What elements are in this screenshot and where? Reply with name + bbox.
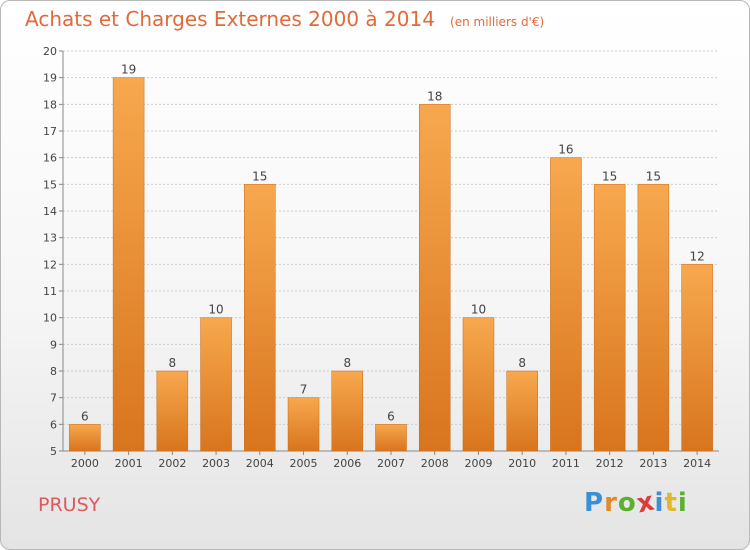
y-tick-label: 14 [43, 205, 57, 218]
bar-2006 [331, 370, 364, 452]
x-tick-label: 2005 [290, 457, 318, 470]
y-tick-label: 5 [50, 445, 57, 458]
x-tick-label: 2007 [377, 457, 405, 470]
x-tick-label: 2014 [683, 457, 711, 470]
data-label: 15 [602, 169, 617, 183]
x-tick-label: 2001 [115, 457, 143, 470]
logo-letter: i [677, 488, 688, 518]
y-tick-label: 9 [50, 338, 57, 351]
data-label: 15 [646, 169, 661, 183]
data-label: 7 [300, 383, 308, 397]
x-tick-label: 2009 [464, 457, 492, 470]
x-tick-label: 2013 [639, 457, 667, 470]
y-tick-label: 6 [50, 418, 57, 431]
data-label: 10 [471, 303, 486, 317]
y-tick-label: 7 [50, 392, 57, 405]
bar-2000 [69, 424, 101, 452]
bar-2010 [506, 370, 538, 452]
y-tick-label: 8 [50, 365, 57, 378]
bar-2002 [156, 370, 189, 452]
bar-2001 [112, 77, 145, 452]
x-tick-label: 2012 [596, 457, 624, 470]
data-label: 10 [208, 303, 223, 317]
bar-2011 [550, 157, 582, 452]
data-label: 12 [689, 249, 704, 263]
data-label: 18 [427, 89, 442, 103]
bar-2003 [200, 317, 232, 452]
x-tick-label: 2008 [421, 457, 449, 470]
y-tick-label: 15 [43, 178, 57, 191]
x-tick-label: 2004 [246, 457, 274, 470]
chart-title-main: Achats et Charges Externes 2000 à 2014 [25, 7, 435, 31]
x-tick-label: 2003 [202, 457, 230, 470]
bar-2012 [593, 184, 626, 452]
data-label: 6 [387, 409, 395, 423]
proxiti-logo: Proxiti [584, 486, 688, 519]
data-label: 6 [81, 409, 89, 423]
location-name: PRUSY [38, 494, 101, 516]
data-label: 8 [169, 356, 177, 370]
bar-2004 [244, 184, 276, 452]
logo-letter: P [584, 488, 605, 518]
y-tick-label: 16 [43, 152, 57, 165]
bar-2008 [418, 104, 451, 452]
data-label: 16 [558, 143, 573, 157]
data-label: 15 [252, 169, 267, 183]
y-tick-label: 19 [43, 72, 57, 85]
data-label: 8 [343, 356, 351, 370]
y-tick-label: 13 [43, 232, 57, 245]
y-tick-label: 10 [43, 312, 57, 325]
logo-letter: o [617, 488, 637, 518]
bar-2005 [287, 397, 320, 452]
x-tick-label: 2006 [333, 457, 361, 470]
logo-letter: i [654, 488, 665, 518]
chart-title: Achats et Charges Externes 2000 à 2014 (… [25, 7, 544, 31]
y-tick-label: 17 [43, 125, 57, 138]
y-tick-label: 12 [43, 258, 57, 271]
bars [69, 77, 713, 452]
x-tick-label: 2000 [71, 457, 99, 470]
bar-2014 [681, 264, 713, 452]
data-label: 8 [518, 356, 526, 370]
data-label: 19 [121, 63, 136, 77]
chart-subtitle: (en milliers d'€) [450, 15, 545, 29]
y-tick-labels: 5 6 7 8 9 10 11 12 13 14 15 16 17 18 19 20 [43, 45, 63, 458]
bar-2009 [462, 317, 495, 452]
y-tick-label: 18 [43, 98, 57, 111]
bar-2013 [637, 184, 670, 452]
x-tick-label: 2011 [552, 457, 580, 470]
x-tick-labels: 2000 2001 2002 2003 2004 2005 2006 2007 2008 2009… [71, 451, 711, 470]
y-tick-label: 20 [43, 45, 57, 58]
bar-2007 [375, 424, 407, 452]
y-tick-label: 11 [43, 285, 57, 298]
data-labels: 6 19 8 10 15 7 8 6 18 10 8 16 15 15 12 [81, 63, 705, 424]
logo-letter: t [664, 488, 678, 518]
logo-letter: r [604, 488, 618, 518]
x-tick-label: 2002 [158, 457, 186, 470]
x-tick-label: 2010 [508, 457, 536, 470]
